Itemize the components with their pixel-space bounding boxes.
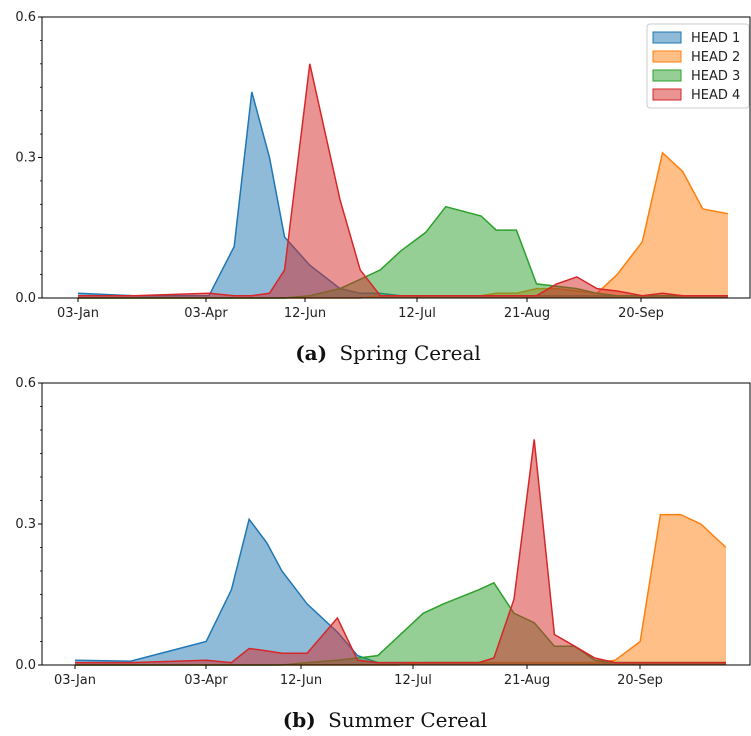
xtick-label: 12-Jul (398, 306, 436, 321)
legend-swatch (652, 31, 682, 44)
legend-label: HEAD 3 (691, 69, 740, 84)
caption-b: (b) Summer Cereal (283, 708, 487, 732)
legend: HEAD 1 HEAD 2 HEAD 3 HEAD 4 (646, 23, 750, 109)
xtick-label: 03-Jan (57, 306, 99, 321)
xtick-label: 03-Apr (184, 306, 228, 321)
caption-a: (a) Spring Cereal (295, 341, 481, 365)
xtick-label: 12-Jun (284, 306, 326, 321)
ytick-label: 0.0 (15, 658, 36, 673)
line-head-4 (78, 63, 728, 297)
legend-swatch (652, 69, 682, 82)
caption-a-text: Spring Cereal (339, 341, 480, 365)
xtick-label: 12-Jul (394, 673, 432, 688)
ytick-label: 0.3 (15, 151, 36, 166)
chart-panel-summer: 0.0 0.3 0.6 03-Jan 03-Apr 12-Jun 12-Jul 21-Aug 2… (15, 376, 751, 732)
xtick-label: 21-Aug (504, 673, 550, 688)
area-head-2 (78, 152, 728, 298)
legend-label: HEAD 4 (691, 88, 740, 103)
ytick-label: 0.6 (15, 376, 36, 391)
legend-box (646, 23, 750, 109)
legend-swatch (652, 88, 682, 101)
tick-layer: 0.0 0.3 0.6 03-Jan 03-Apr 12-Jun 12-Jul 21-Aug 2… (15, 376, 663, 688)
xtick-label: 20-Sep (618, 306, 664, 321)
area-head-1 (78, 91, 728, 299)
area-head-1 (75, 519, 726, 665)
xtick-label: 21-Aug (504, 306, 550, 321)
legend-swatch (652, 50, 682, 63)
xtick-label: 03-Jan (54, 673, 96, 688)
xtick-label: 03-Apr (184, 673, 228, 688)
xtick-label: 20-Sep (617, 673, 663, 688)
ytick-label: 0.0 (15, 291, 36, 306)
area-layer (77, 63, 729, 299)
legend-label: HEAD 1 (691, 31, 740, 46)
line-head-4 (75, 439, 726, 664)
area-head-3 (75, 582, 726, 665)
ytick-label: 0.3 (15, 517, 36, 532)
area-layer (74, 439, 727, 666)
legend-label: HEAD 2 (691, 50, 740, 65)
caption-b-letter: (b) (283, 708, 316, 732)
caption-b-text: Summer Cereal (328, 708, 487, 732)
area-head-2 (75, 514, 726, 665)
xtick-label: 12-Jun (280, 673, 322, 688)
area-head-4 (75, 439, 726, 665)
tick-layer: 0.0 0.3 0.6 03-Jan 03-Apr 12-Jun 12-Jul 21-Aug 2… (15, 10, 664, 321)
chart-panel-spring: 0.0 0.3 0.6 03-Jan 03-Apr 12-Jun 12-Jul 21-Aug 2… (15, 10, 751, 365)
caption-a-letter: (a) (295, 341, 327, 365)
ytick-label: 0.6 (15, 10, 36, 25)
area-head-3 (78, 206, 728, 298)
